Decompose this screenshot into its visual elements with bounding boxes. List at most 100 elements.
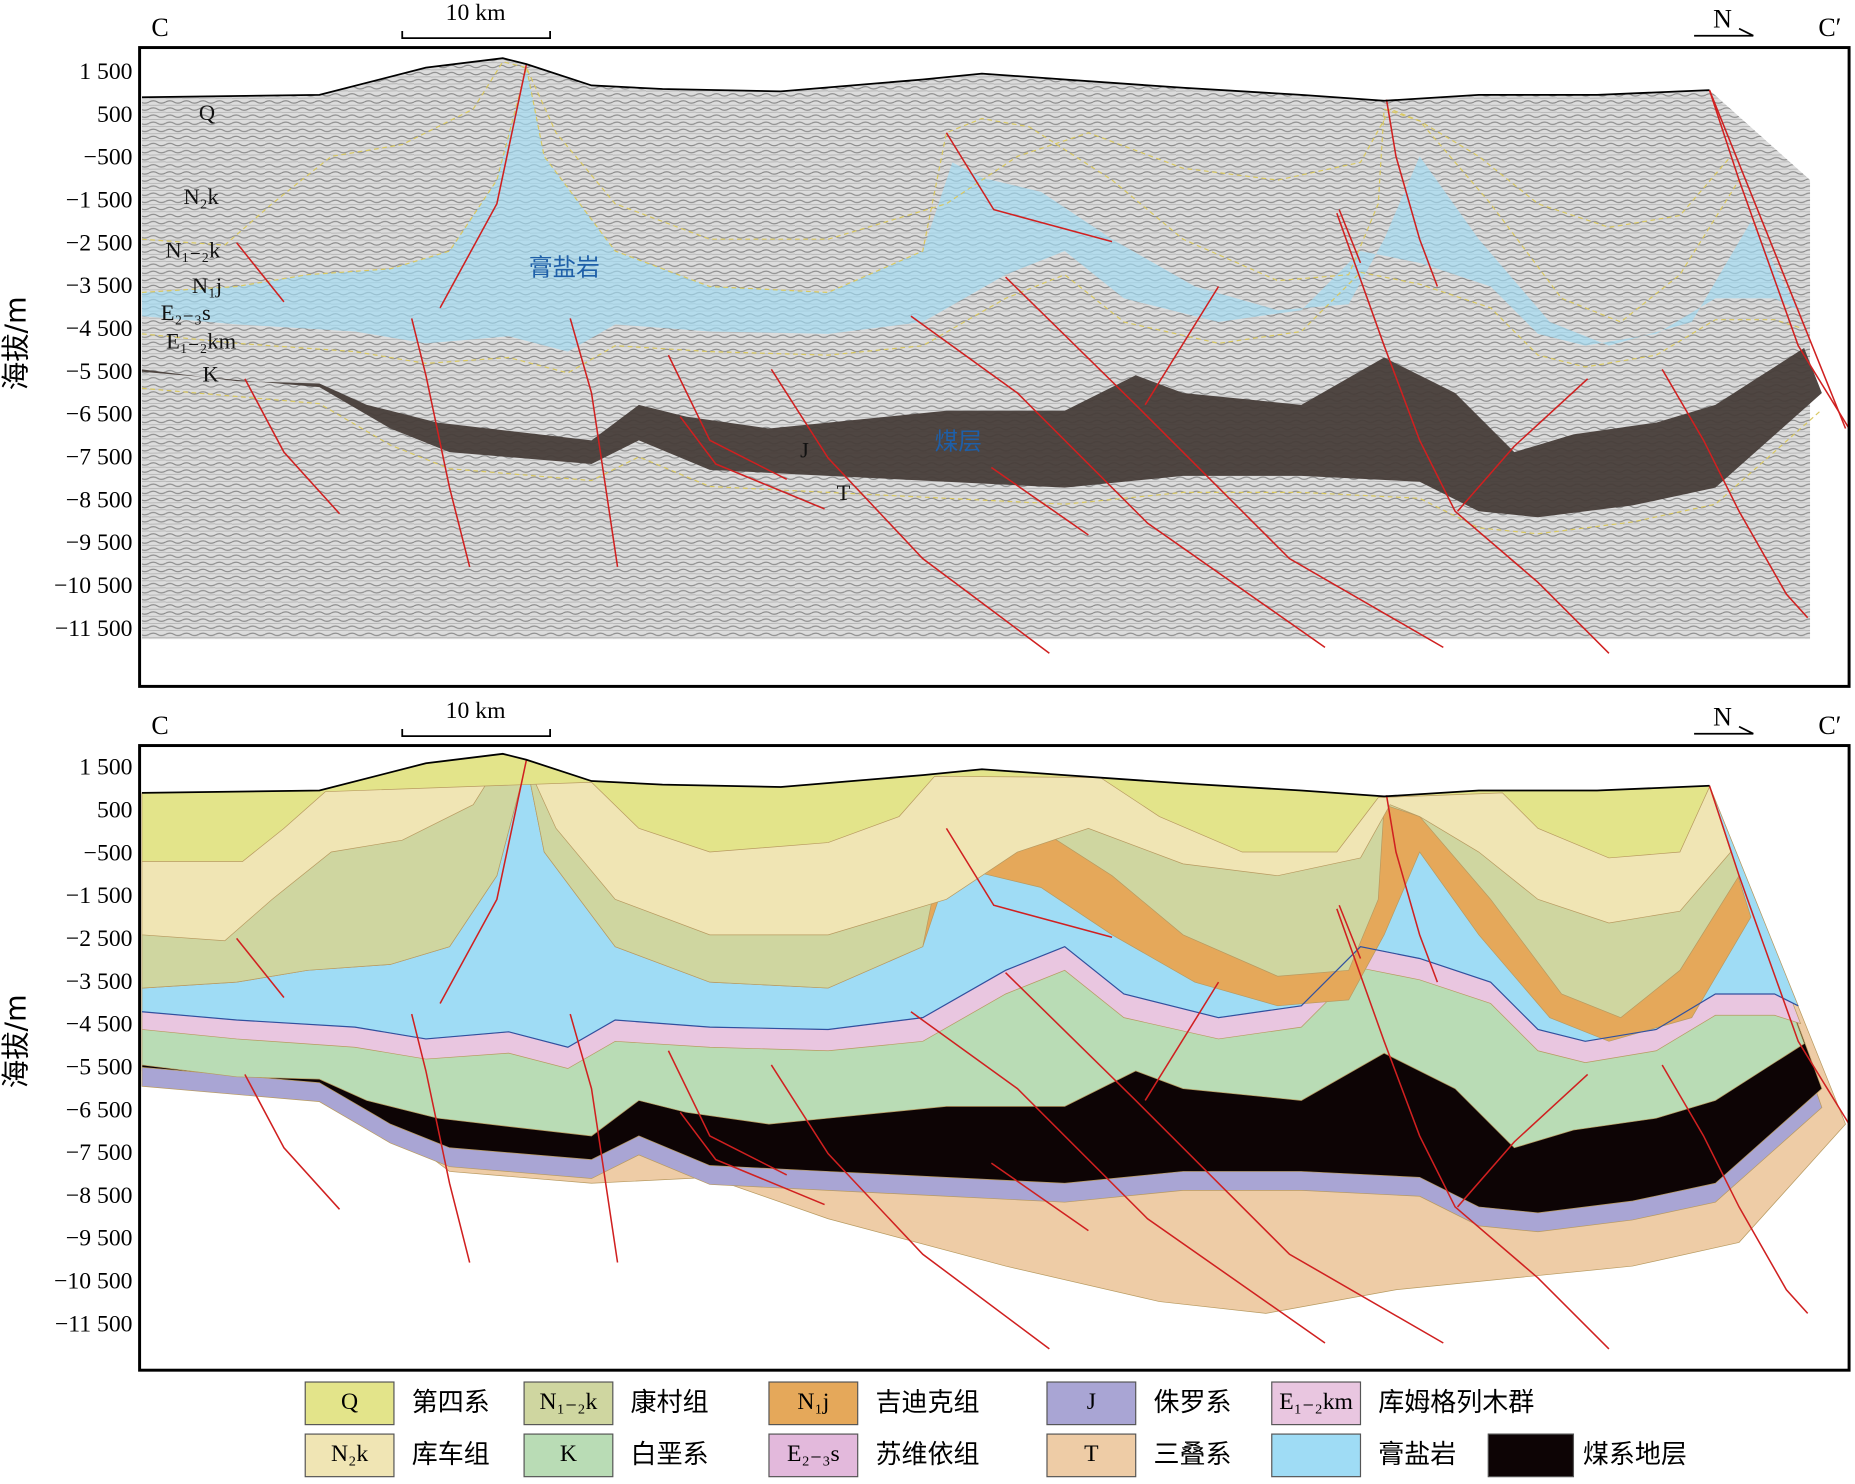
legend-symbol: E₁₋₂km [1279,1389,1353,1415]
section-start-label: C [151,711,168,740]
fault [1005,276,1444,649]
topography-extension [1708,89,1847,429]
fault [410,1013,471,1263]
y-tick-label: −4 500 [66,316,133,342]
y-axis-label: 海拔/m [0,994,33,1088]
legend-label: 苏维依组 [875,1440,979,1470]
fault [667,354,788,481]
annotation: T [837,480,851,505]
legend-swatch [768,1433,859,1478]
legend-swatch [1046,1433,1137,1478]
legend-label: 三叠系 [1153,1440,1231,1470]
fault [910,315,1326,648]
annotation: E₁₋₂km [166,328,236,353]
y-tick-label: 1 500 [79,755,132,781]
horizon-line [141,67,1740,323]
section-end-label: C′ [1818,13,1841,42]
legend-symbol: N₁j [797,1389,829,1415]
seismic-section [141,57,1850,654]
north-label: N [1713,702,1732,731]
y-tick-label: −500 [84,145,133,171]
panel-frame [138,744,1851,1372]
section-start-label: C [151,13,168,42]
legend-label: 煤系地层 [1583,1440,1687,1470]
legend-label: 白垩系 [631,1440,709,1470]
fault [1144,286,1220,406]
y-tick-label: −8 500 [66,1183,133,1209]
legend-symbol: J [1087,1389,1096,1415]
fault [410,318,471,568]
fault [439,759,528,1004]
fault [945,827,1113,938]
annotation: E₂₋₃s [161,300,211,325]
fault [569,318,619,568]
legend-swatch [1271,1381,1362,1426]
north-arrow [1694,725,1754,735]
annotation: Q [199,100,215,125]
legend-label: 第四系 [412,1388,490,1418]
y-tick-label: −2 500 [66,230,133,256]
y-tick-label: 1 500 [79,59,132,85]
legend-symbol: E₂₋₃s [787,1441,840,1467]
scale-label: 10 km [446,0,506,26]
legend-symbol: N₂k [331,1441,368,1467]
y-tick-label: −3 500 [66,273,133,299]
y-tick-label: −6 500 [66,402,133,428]
fault [990,1162,1089,1232]
legend-swatch [1487,1433,1575,1478]
section-end-label: C′ [1818,711,1841,740]
annotation: N₁j [192,273,222,298]
fault [1385,99,1439,287]
fault [244,1074,341,1210]
y-tick-label: −5 500 [66,1054,133,1080]
fault [770,368,1050,654]
scale-label: 10 km [446,698,506,724]
annotation: J [800,437,809,462]
annotation: 膏盐岩 [529,254,600,281]
y-tick-label: −1 500 [66,188,133,214]
geologic-section [141,752,1850,1350]
fault [990,466,1089,536]
y-tick-label: −2 500 [66,926,133,952]
annotation: N₁₋₂k [165,237,221,262]
fault [667,1050,788,1176]
fault [569,1013,619,1263]
y-tick-label: −3 500 [66,969,133,995]
legend-symbol: T [1084,1441,1099,1467]
y-tick-label: −8 500 [66,487,133,513]
legend-label: 康村组 [631,1388,709,1418]
fault [679,1111,825,1206]
legend-swatch [1271,1433,1362,1478]
legend-label: 库车组 [412,1440,490,1470]
legend-swatch [304,1381,395,1426]
fault [1005,972,1444,1344]
fault [679,416,825,510]
scale-bar [401,30,551,39]
fault [236,242,285,303]
topography [141,57,1710,102]
fault [1708,89,1850,429]
legend-label: 吉迪克组 [875,1388,979,1418]
y-tick-label: 500 [97,102,132,128]
legend-symbol: N₁₋₂k [539,1389,597,1415]
fault [1456,1073,1589,1208]
annotation: N₂k [183,184,219,209]
legend-swatch [304,1433,395,1478]
y-tick-label: −4 500 [66,1012,133,1038]
salt-base [141,945,1799,1048]
y-tick-label: −7 500 [66,1140,133,1166]
seismic-background [141,58,1811,640]
fault [236,937,285,999]
scale-bar [401,728,551,737]
fault [770,1064,1050,1350]
fault [1336,212,1610,654]
legend-label: 膏盐岩 [1378,1440,1456,1470]
legend-label: 侏罗系 [1153,1388,1231,1418]
y-tick-label: 500 [97,797,132,823]
salt-layer [141,67,1799,352]
y-tick-label: −6 500 [66,1097,133,1123]
legend-swatch [523,1381,614,1426]
fault [1144,981,1220,1101]
fault [1708,785,1850,1125]
